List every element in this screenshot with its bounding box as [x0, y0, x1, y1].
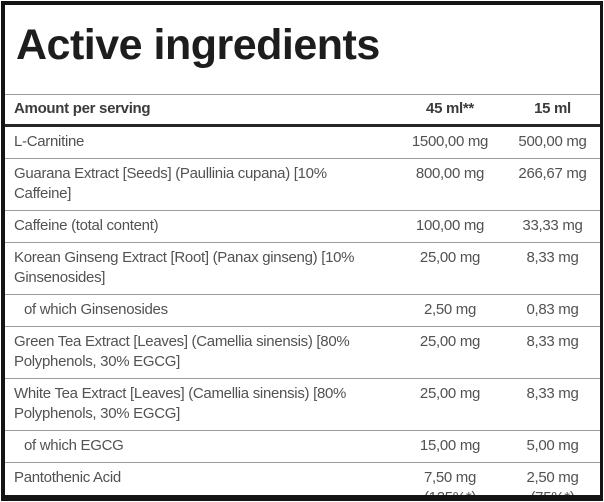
table-row: Korean Ginseng Extract [Root] (Panax gin… — [5, 242, 600, 295]
table-row: L-Carnitine 1500,00 mg 500,00 mg — [5, 126, 600, 159]
table-row: Green Tea Extract [Leaves] (Camellia sin… — [5, 326, 600, 379]
amount-45ml: 1500,00 mg — [411, 133, 489, 150]
table-row: of which Ginsenosides 2,50 mg 0,83 mg — [5, 294, 600, 327]
ingredients-table: Amount per serving 45 ml** 15 ml L-Carni… — [5, 94, 600, 495]
amount-45ml: 15,00 mg — [395, 430, 505, 463]
column-header-amount-per-serving: Amount per serving — [5, 94, 395, 127]
ingredient-name: Guarana Extract [Seeds] (Paullinia cupan… — [5, 158, 395, 211]
table-row: Guarana Extract [Seeds] (Paullinia cupan… — [5, 158, 600, 211]
table-row: Caffeine (total content) 100,00 mg 33,33… — [5, 210, 600, 243]
amount-15ml: 8,33 mg — [505, 326, 600, 379]
ingredient-name: of which EGCG — [5, 430, 395, 463]
column-header-15ml: 15 ml — [505, 94, 600, 127]
ingredient-name: Caffeine (total content) — [5, 210, 395, 243]
ingredient-name: of which Ginsenosides — [5, 294, 395, 327]
ingredient-name: White Tea Extract [Leaves] (Camellia sin… — [5, 378, 395, 431]
amount-15ml: 33,33 mg — [505, 210, 600, 243]
amount-15ml: 0,83 mg — [505, 294, 600, 327]
ingredient-name: L-Carnitine — [14, 133, 85, 150]
amount-45ml: 25,00 mg — [395, 326, 505, 379]
amount-45ml: 25,00 mg — [395, 242, 505, 295]
amount-15ml: 8,33 mg — [505, 242, 600, 295]
amount-45ml: 100,00 mg — [395, 210, 505, 243]
amount-45ml: 25,00 mg — [395, 378, 505, 431]
amount-15ml: 2,50 mg (75%*) — [505, 462, 600, 495]
table-header-row: Amount per serving 45 ml** 15 ml — [5, 94, 600, 127]
amount-45ml: 2,50 mg — [395, 294, 505, 327]
amount-45ml: 7,50 mg (125%*) — [395, 462, 505, 495]
page-title: Active ingredients — [16, 21, 380, 69]
amount-15ml: 5,00 mg — [505, 430, 600, 463]
table-row: of which EGCG 15,00 mg 5,00 mg — [5, 430, 600, 463]
table-row: Pantothenic Acid 7,50 mg (125%*) 2,50 mg… — [5, 462, 600, 495]
amount-15ml: 500,00 mg — [518, 133, 587, 150]
amount-45ml: 800,00 mg — [395, 158, 505, 211]
title-section: Active ingredients — [5, 5, 600, 94]
column-header-45ml: 45 ml** — [395, 94, 505, 127]
ingredient-name: Pantothenic Acid — [5, 462, 395, 495]
ingredient-name: Green Tea Extract [Leaves] (Camellia sin… — [5, 326, 395, 379]
ingredient-name: Korean Ginseng Extract [Root] (Panax gin… — [5, 242, 395, 295]
table-row: White Tea Extract [Leaves] (Camellia sin… — [5, 378, 600, 431]
amount-15ml: 266,67 mg — [505, 158, 600, 211]
amount-15ml: 8,33 mg — [505, 378, 600, 431]
